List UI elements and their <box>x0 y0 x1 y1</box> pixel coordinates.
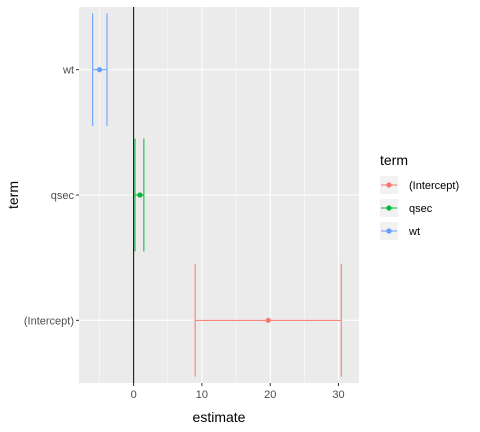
x-tick-label: 0 <box>131 389 137 401</box>
estimate-point <box>137 192 143 198</box>
legend-item: wt <box>380 222 420 240</box>
legend-key-point <box>386 182 392 188</box>
legend-label: qsec <box>409 203 433 215</box>
legend-key-point <box>386 228 392 234</box>
y-tick-label: (Intercept) <box>24 315 74 327</box>
legend-title: term <box>380 152 408 168</box>
series-qsec <box>134 138 145 252</box>
series-wt <box>92 13 108 127</box>
legend-label: (Intercept) <box>409 180 459 192</box>
x-tick-label: 30 <box>332 389 344 401</box>
legend-label: wt <box>408 226 420 238</box>
estimate-point <box>265 317 271 323</box>
series-marks <box>92 13 342 377</box>
y-axis-title: term <box>5 181 21 209</box>
legend-item: qsec <box>380 199 433 217</box>
y-axis: (Intercept) qsec wt <box>24 65 79 327</box>
x-axis: 0 10 20 30 <box>131 383 345 401</box>
legend: term (Intercept) qsec wt <box>380 152 459 240</box>
x-axis-title: estimate <box>193 409 246 425</box>
estimate-point <box>96 67 103 73</box>
y-tick-label: wt <box>62 65 74 77</box>
series-intercept <box>194 263 342 377</box>
legend-key-point <box>386 205 392 211</box>
x-tick-label: 10 <box>196 389 208 401</box>
y-tick-label: qsec <box>51 190 75 202</box>
x-tick-label: 20 <box>264 389 276 401</box>
legend-item: (Intercept) <box>380 176 459 194</box>
